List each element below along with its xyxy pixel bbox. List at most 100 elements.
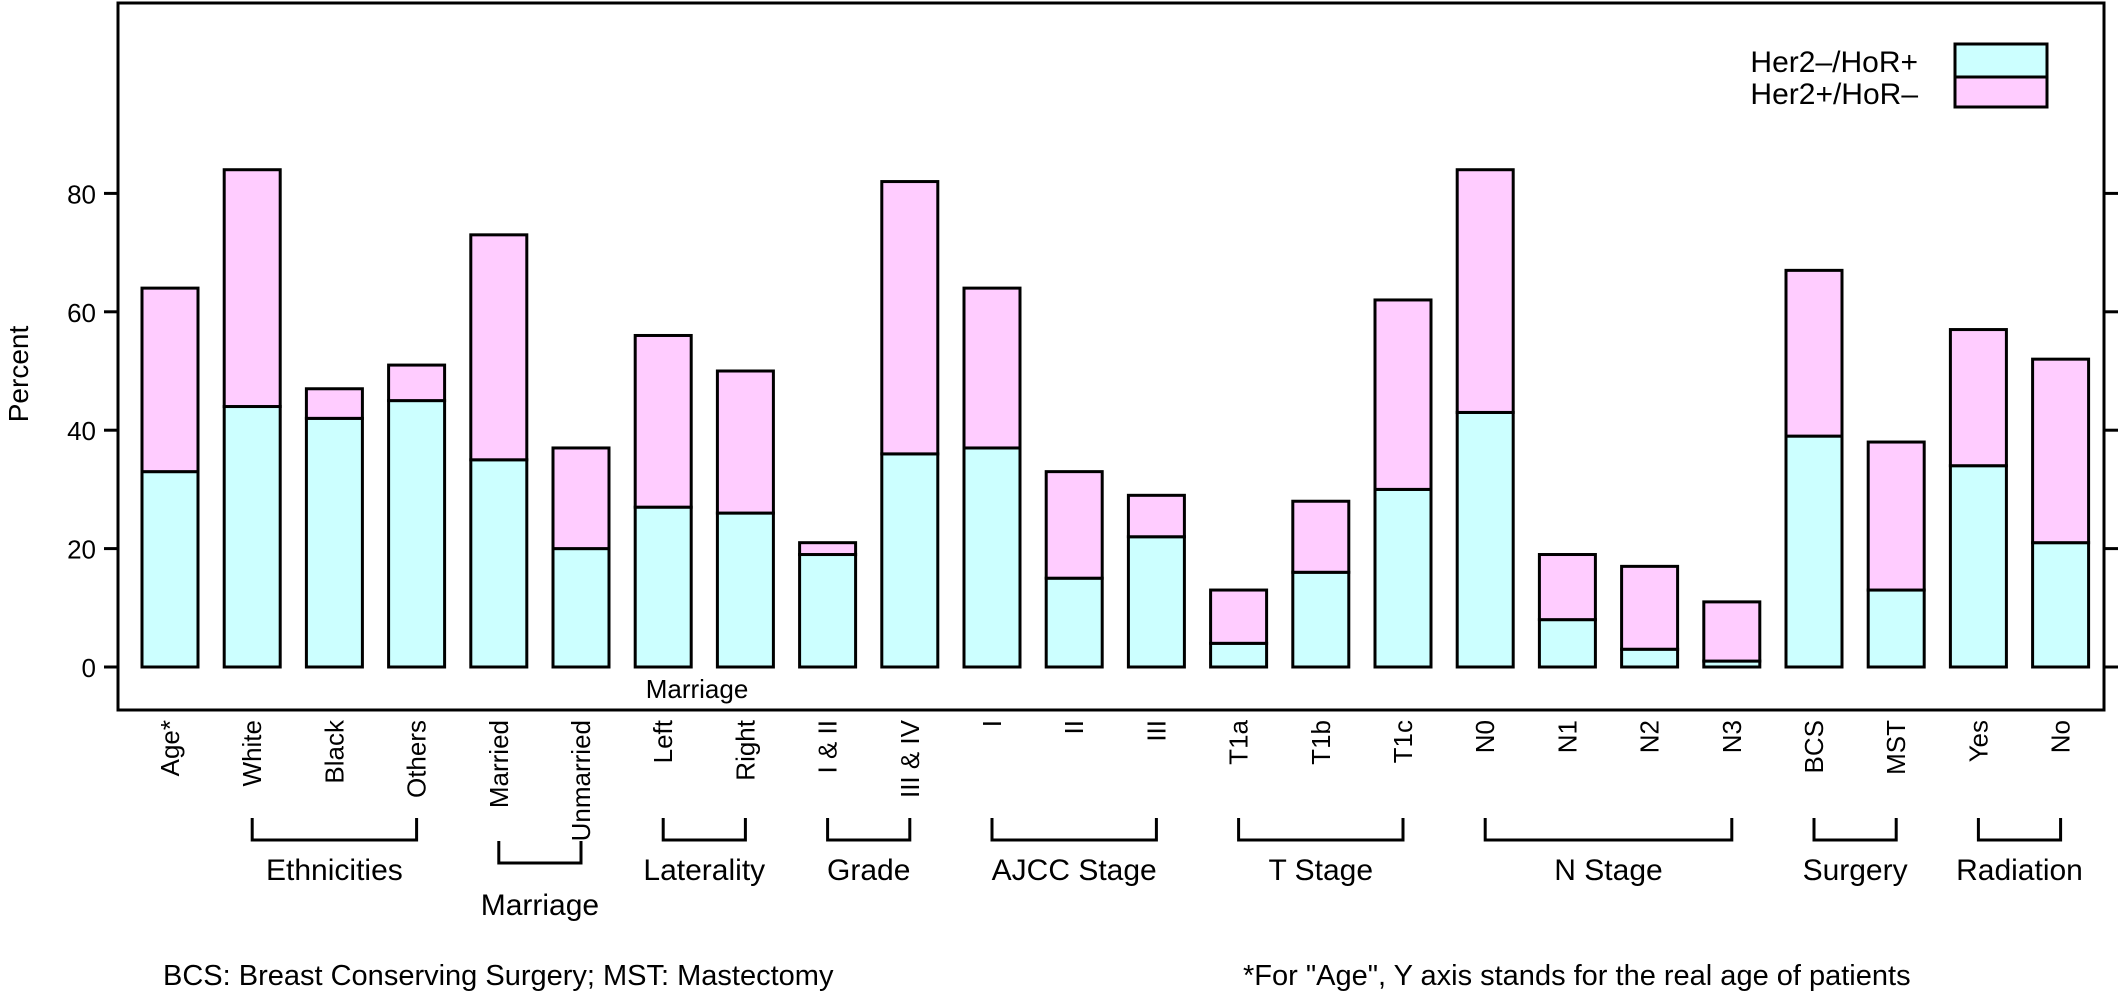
bar-segment-11-series-2 bbox=[962, 286, 1022, 450]
bar-segment-8-series-1 bbox=[715, 511, 775, 669]
bar-segment-9-series-1 bbox=[798, 553, 858, 669]
bar-segment-23-series-2 bbox=[1948, 328, 2008, 468]
group-bracket bbox=[826, 818, 912, 842]
group-label: Radiation bbox=[1956, 854, 2083, 887]
x-tick-label: III bbox=[1141, 720, 1171, 742]
bar-segment-19-series-1 bbox=[1620, 647, 1680, 669]
bar-segment-1-series-2 bbox=[140, 286, 200, 474]
bar-segment-15-series-1 bbox=[1291, 570, 1351, 669]
bar-segment-3-series-2 bbox=[304, 387, 364, 420]
x-tick-label: II bbox=[1059, 720, 1089, 734]
y-tick-label: 0 bbox=[82, 653, 96, 683]
bar-segment-10-series-1 bbox=[880, 452, 940, 669]
group-bracket bbox=[1237, 818, 1405, 842]
x-tick-labels: Age* White Black Others Married Unmarried Left… bbox=[155, 719, 2076, 841]
bar-segment-2-series-2 bbox=[222, 168, 282, 409]
x-tick-label: MST bbox=[1881, 720, 1911, 775]
bars bbox=[140, 168, 2091, 669]
group-label: Grade bbox=[827, 854, 910, 887]
bar-segment-23-series-1 bbox=[1948, 464, 2008, 669]
bar-segment-7-series-2 bbox=[633, 333, 693, 509]
legend-label-series-2: Her2+/HoR– bbox=[1750, 78, 1918, 111]
bar-segment-4-series-1 bbox=[387, 399, 447, 669]
inner-annotation: Marriage bbox=[646, 674, 749, 704]
bar-segment-24-series-2 bbox=[2031, 357, 2091, 545]
bar-segment-22-series-1 bbox=[1866, 588, 1926, 669]
footnote-right: *For "Age", Y axis stands for the real a… bbox=[1243, 960, 1911, 992]
legend-label-series-1: Her2–/HoR+ bbox=[1750, 46, 1918, 79]
group-bracket bbox=[990, 818, 1158, 842]
bar-segment-11-series-1 bbox=[962, 446, 1022, 669]
bar-segment-16-series-1 bbox=[1373, 487, 1433, 669]
x-tick-label: White bbox=[237, 720, 267, 786]
x-tick-label: Married bbox=[484, 720, 514, 808]
group-bracket bbox=[661, 818, 747, 842]
x-tick-label: Others bbox=[402, 720, 432, 798]
group-label: N Stage bbox=[1554, 854, 1662, 887]
bar-segment-12-series-2 bbox=[1044, 470, 1104, 580]
x-tick-label: I bbox=[977, 720, 1007, 727]
group-bracket bbox=[250, 818, 419, 842]
bar-segment-5-series-1 bbox=[469, 458, 529, 669]
category-groups: Ethnicities Marriage Laterality Grade AJCC S… bbox=[250, 818, 2083, 922]
group-label: AJCC Stage bbox=[992, 854, 1157, 887]
legend-swatch-series-1 bbox=[1953, 42, 2049, 79]
x-tick-label: T1a bbox=[1224, 719, 1254, 764]
group-label: Laterality bbox=[643, 854, 765, 887]
bar-segment-9-series-2 bbox=[798, 541, 858, 557]
bar-segment-12-series-1 bbox=[1044, 576, 1104, 669]
bar-segment-20-series-2 bbox=[1702, 600, 1762, 663]
bar-segment-6-series-2 bbox=[551, 446, 611, 551]
group-bracket bbox=[1483, 818, 1734, 842]
x-tick-label: N3 bbox=[1717, 720, 1747, 753]
bar-segment-21-series-1 bbox=[1784, 434, 1844, 669]
bar-segment-10-series-2 bbox=[880, 180, 940, 456]
x-tick-label: Left bbox=[648, 719, 678, 763]
x-tick-label: I & II bbox=[813, 720, 843, 773]
bar-segment-5-series-2 bbox=[469, 233, 529, 462]
y-tick-label: 40 bbox=[67, 416, 96, 446]
group-label: Marriage bbox=[481, 889, 599, 922]
bar-segment-13-series-2 bbox=[1126, 493, 1186, 539]
bar-segment-22-series-2 bbox=[1866, 440, 1926, 592]
x-tick-label: BCS bbox=[1799, 720, 1829, 773]
bar-segment-7-series-1 bbox=[633, 505, 693, 669]
x-tick-label: Right bbox=[730, 719, 760, 780]
x-tick-label: Yes bbox=[1963, 720, 1993, 762]
bar-segment-16-series-2 bbox=[1373, 298, 1433, 491]
y-axis-label: Percent bbox=[3, 326, 34, 423]
legend-swatch-series-2 bbox=[1953, 75, 2049, 109]
x-tick-label: N1 bbox=[1552, 720, 1582, 753]
bar-segment-18-series-2 bbox=[1537, 553, 1597, 622]
footnote-left: BCS: Breast Conserving Surgery; MST: Mas… bbox=[163, 960, 834, 992]
x-tick-label: III & IV bbox=[895, 719, 925, 798]
bar-segment-6-series-1 bbox=[551, 547, 611, 669]
y-tick-label: 20 bbox=[67, 535, 96, 565]
y-axis: 0 20 40 60 80 bbox=[67, 179, 2118, 683]
y-tick-label: 60 bbox=[67, 298, 96, 328]
bar-segment-19-series-2 bbox=[1620, 564, 1680, 651]
group-bracket bbox=[1812, 818, 1898, 842]
x-tick-label: Unmarried bbox=[566, 720, 596, 841]
bar-segment-1-series-1 bbox=[140, 470, 200, 669]
bar-segment-18-series-1 bbox=[1537, 618, 1597, 669]
group-label: Surgery bbox=[1803, 854, 1908, 887]
bar-segment-14-series-1 bbox=[1209, 641, 1269, 669]
x-tick-label: Black bbox=[319, 719, 349, 784]
plot-frame bbox=[116, 1, 2106, 712]
bar-segment-2-series-1 bbox=[222, 405, 282, 669]
bar-segment-17-series-1 bbox=[1455, 410, 1515, 669]
bar-segment-4-series-2 bbox=[387, 363, 447, 403]
legend: Her2–/HoR+Her2+/HoR– bbox=[1750, 42, 2049, 111]
bar-segment-14-series-2 bbox=[1209, 588, 1269, 645]
x-tick-label: N2 bbox=[1635, 720, 1665, 753]
group-label: T Stage bbox=[1269, 854, 1374, 887]
group-label: Ethnicities bbox=[266, 854, 403, 887]
bar-segment-3-series-1 bbox=[304, 416, 364, 669]
x-tick-label: N0 bbox=[1470, 720, 1500, 753]
bar-segment-17-series-2 bbox=[1455, 168, 1515, 414]
group-bracket bbox=[1976, 818, 2063, 842]
y-tick-label: 80 bbox=[67, 179, 96, 209]
x-tick-label: No bbox=[2046, 720, 2076, 753]
